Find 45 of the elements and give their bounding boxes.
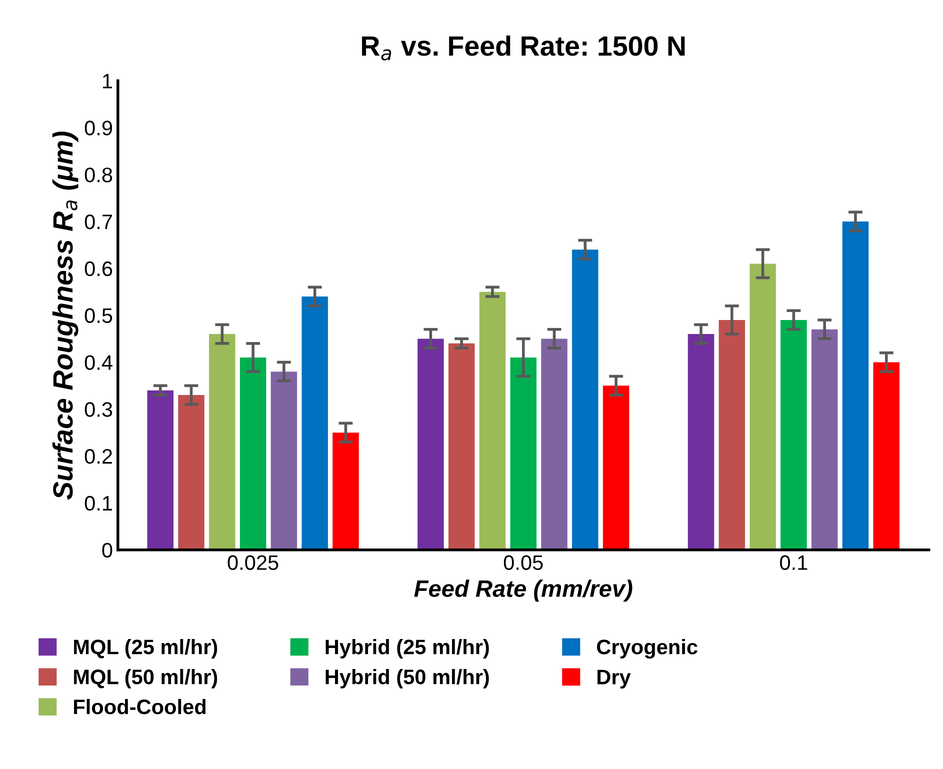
bar [510, 358, 536, 550]
bar [302, 296, 328, 550]
y-axis-title: Surface Roughness R$_{a}$ (μm) [52, 132, 78, 500]
y-tick-label: 0.5 [84, 308, 112, 324]
y-tick-label: 0.6 [84, 261, 112, 276]
bar [873, 362, 900, 550]
bar [240, 358, 266, 550]
legend-label: Dry [598, 670, 631, 689]
x-tick-label: 0.025 [228, 555, 278, 570]
bar [572, 250, 598, 550]
x-axis-title: Feed Rate (mm/rev) [414, 580, 632, 602]
bar [479, 292, 506, 550]
x-tick-label: 0.1 [780, 555, 808, 570]
y-tick-label: 0.3 [84, 402, 112, 417]
legend-label: Hybrid (50 ml/hr) [326, 669, 489, 688]
legend-label: MQL (25 ml/hr) [74, 639, 218, 658]
bar [750, 264, 776, 550]
bar [178, 395, 204, 550]
y-tick-label: 0.2 [84, 449, 112, 464]
x-tick-label: 0.05 [504, 555, 543, 570]
legend-label: Flood-Cooled [74, 698, 206, 714]
bar [209, 334, 236, 550]
bar [448, 343, 475, 550]
chart-title: R$_{a}$ vs. Feed Rate: 1500 N [362, 35, 685, 60]
bar [688, 334, 714, 550]
bar [811, 329, 838, 550]
y-tick-label: 0 [102, 542, 112, 558]
bar [332, 432, 359, 550]
bar [270, 372, 298, 550]
y-tick-label: 0.4 [84, 355, 112, 370]
y-tick-label: 1 [103, 74, 112, 88]
y-tick-label: 0.1 [84, 496, 112, 511]
legend-label: MQL (50 ml/hr) [74, 669, 218, 688]
bar [842, 221, 869, 550]
bar [541, 338, 568, 550]
bar [718, 320, 746, 550]
legend-label: Cryogenic [597, 639, 698, 659]
bar [147, 390, 174, 550]
y-tick-label: 0.9 [84, 120, 112, 136]
legend-label: Hybrid (25 ml/hr) [326, 639, 489, 658]
bar [602, 386, 630, 550]
bar [418, 338, 444, 550]
bar [780, 320, 807, 550]
y-tick-label: 0.7 [84, 214, 112, 230]
y-tick-label: 0.8 [84, 168, 112, 182]
